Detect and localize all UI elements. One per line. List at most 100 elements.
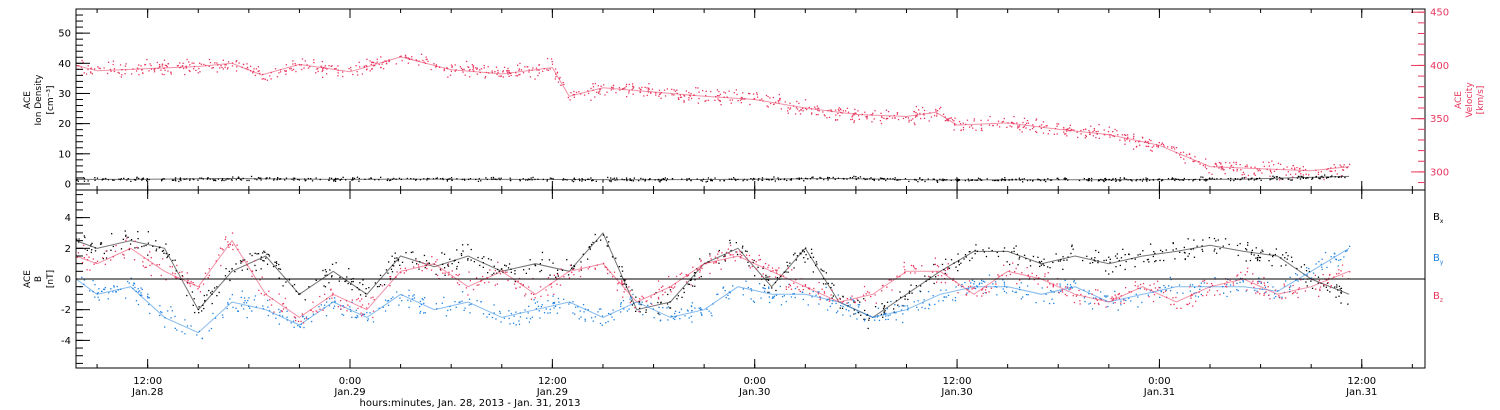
by-point [253, 299, 255, 301]
bx-point [1280, 265, 1282, 267]
bx-point [748, 265, 750, 267]
bx-point [718, 249, 720, 252]
bz-point [93, 263, 95, 265]
density-point [927, 178, 929, 180]
by-point [1117, 309, 1119, 311]
by-point [1296, 274, 1298, 276]
bx-point [555, 276, 557, 278]
bz-point [1328, 274, 1331, 276]
bz-point [596, 264, 598, 266]
velocity-point [508, 75, 510, 77]
by-point [794, 296, 796, 299]
bx-point [378, 285, 380, 288]
velocity-point [199, 62, 201, 64]
bz-point [698, 276, 700, 279]
density-point [334, 179, 336, 181]
bx-point [419, 261, 421, 263]
bz-point [156, 264, 158, 266]
density-point [126, 179, 128, 181]
by-point [582, 304, 585, 306]
bz-point [1105, 306, 1107, 308]
velocity-point [908, 119, 910, 121]
bz-point [639, 298, 641, 300]
by-point [113, 286, 115, 288]
density-point [625, 177, 628, 179]
velocity-point [386, 63, 388, 65]
velocity-point [590, 99, 592, 101]
bz-point [390, 276, 392, 278]
density-point [706, 180, 709, 182]
velocity-point [1096, 133, 1098, 135]
bz-point [604, 266, 606, 268]
bz-point [1143, 288, 1146, 290]
bx-point [539, 263, 541, 265]
bz-point [1292, 292, 1295, 294]
by-point [877, 315, 879, 317]
density-point [492, 176, 495, 179]
by-point [1345, 250, 1347, 253]
by-point [1163, 285, 1165, 287]
by-point [955, 286, 957, 288]
velocity-point [321, 61, 323, 63]
bz-point [133, 259, 136, 261]
bx-point [94, 250, 97, 252]
bz-point [271, 298, 274, 300]
velocity-point [775, 101, 777, 103]
velocity-point [1139, 144, 1141, 146]
velocity-point [1064, 133, 1066, 135]
bz-point [621, 283, 623, 285]
velocity-point [94, 68, 96, 70]
velocity-point [962, 126, 965, 129]
density-point [1088, 178, 1091, 180]
density-point [789, 179, 791, 181]
velocity-point [369, 70, 371, 72]
by-point [1089, 302, 1092, 304]
by-point [742, 294, 744, 296]
velocity-point [1077, 136, 1079, 139]
by-point [130, 277, 132, 279]
bx-point [997, 255, 1000, 258]
velocity-point [810, 113, 813, 115]
bx-point [935, 276, 937, 278]
velocity-point [962, 129, 965, 131]
bx-point [483, 256, 485, 258]
by-point [842, 314, 844, 316]
bz-point [128, 247, 131, 250]
bz-point [281, 310, 283, 313]
density-point [217, 178, 220, 180]
density-point [537, 178, 539, 180]
bx-point [895, 300, 898, 302]
bx-point [1336, 286, 1338, 288]
by-point [826, 299, 828, 301]
density-point [509, 179, 512, 182]
velocity-point [946, 119, 948, 121]
velocity-point [1208, 172, 1210, 174]
by-point [311, 320, 313, 323]
velocity-point [690, 92, 692, 95]
bz-point [650, 296, 652, 298]
bz-point [227, 241, 229, 243]
bx-point [331, 275, 333, 277]
velocity-point [726, 96, 728, 98]
velocity-point [235, 70, 238, 72]
velocity-point [1269, 175, 1271, 177]
by-point [1194, 286, 1196, 288]
velocity-point [575, 91, 578, 94]
velocity-point [366, 68, 368, 70]
by-point [92, 291, 94, 293]
density-point [761, 177, 764, 179]
by-point [1203, 282, 1205, 284]
velocity-point [167, 63, 170, 65]
velocity-point [800, 109, 802, 111]
velocity-point [284, 70, 286, 72]
velocity-point [796, 108, 799, 110]
density-point [855, 176, 857, 178]
bz-point [426, 268, 428, 270]
by-point [763, 287, 765, 289]
bz-point [629, 290, 631, 292]
by-point [110, 288, 112, 290]
by-point [552, 295, 554, 297]
bx-point [1340, 292, 1342, 294]
velocity-point [644, 86, 646, 88]
bz-point [1097, 289, 1099, 291]
